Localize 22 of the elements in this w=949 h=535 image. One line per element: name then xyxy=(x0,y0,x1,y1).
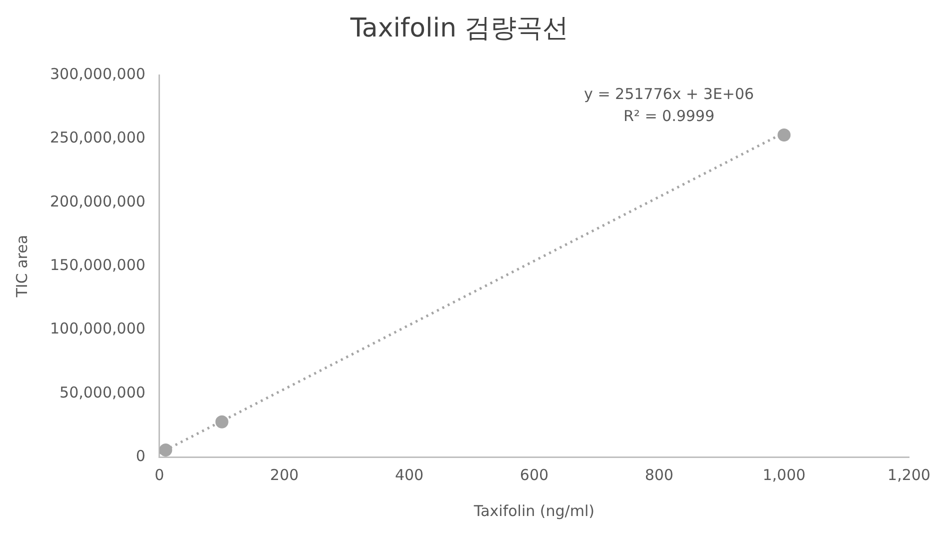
y-tick-label: 0 xyxy=(136,446,146,465)
point xyxy=(778,128,791,142)
y-tick-label: 250,000,000 xyxy=(50,128,146,147)
y-axis-title: TIC area xyxy=(12,234,31,298)
x-tick-label: 600 xyxy=(520,466,549,484)
x-axis-title: Taxifolin (ng/ml) xyxy=(472,502,594,520)
y-tick-label: 150,000,000 xyxy=(50,256,146,274)
x-tick-label: 400 xyxy=(394,466,424,484)
y-tick-label: 50,000,000 xyxy=(60,383,146,402)
y-tick-label: 100,000,000 xyxy=(50,320,146,338)
point xyxy=(159,444,172,456)
x-tick-label: 1,200 xyxy=(888,466,930,484)
y-tick-label: 300,000,000 xyxy=(50,65,146,84)
annotation: y = 251776x + 3E+06 xyxy=(584,85,754,104)
x-tick-label: 200 xyxy=(270,466,299,484)
chart-title: Taxifolin 검량곡선 xyxy=(349,13,569,44)
point xyxy=(215,415,228,428)
y-tick-label: 200,000,000 xyxy=(50,192,146,210)
x-tick-label: 1,000 xyxy=(762,466,806,484)
annotation: R² = 0.9999 xyxy=(623,107,715,126)
x-tick-label: 0 xyxy=(154,466,164,484)
x-tick-label: 800 xyxy=(644,466,674,484)
